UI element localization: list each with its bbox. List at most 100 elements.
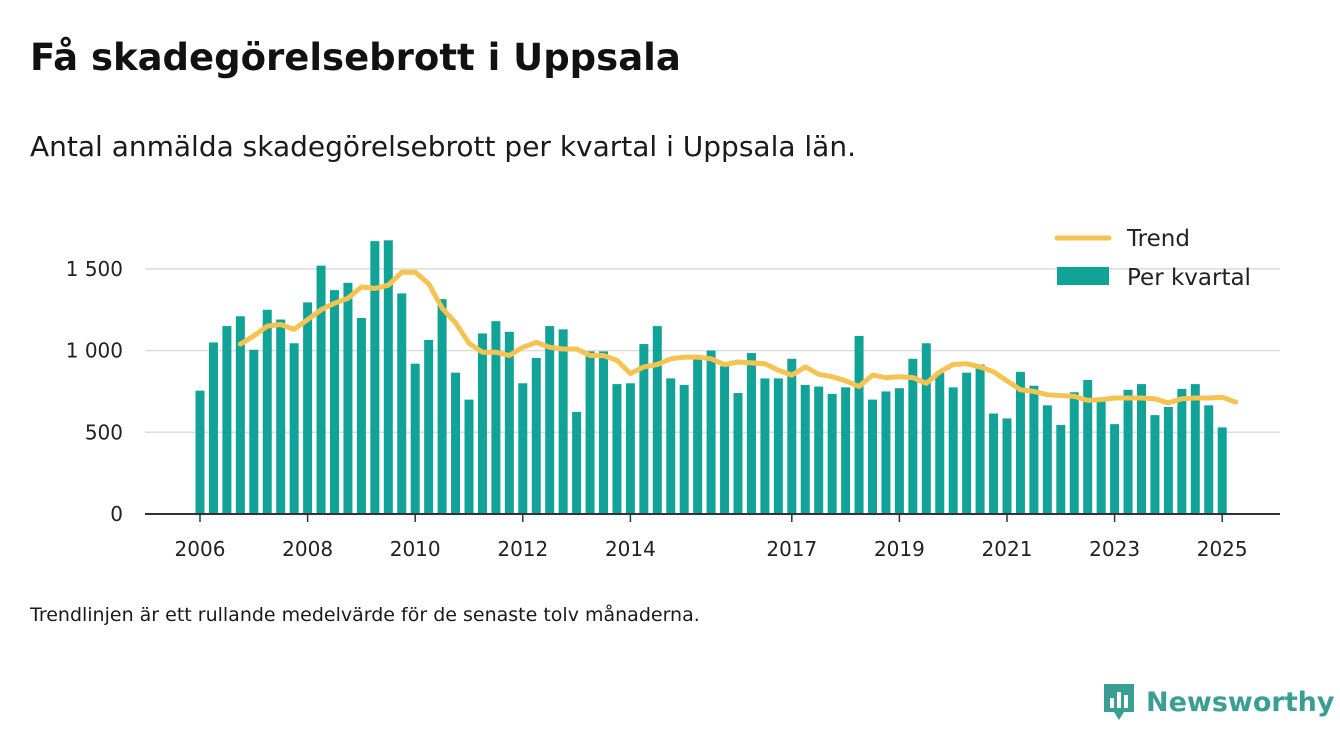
bar — [451, 372, 461, 514]
bar — [208, 342, 218, 514]
bar — [558, 329, 568, 514]
bar — [760, 378, 770, 514]
x-tick-label: 2021 — [982, 537, 1033, 561]
brand: Newsworthy — [1102, 682, 1334, 722]
bar — [545, 326, 555, 514]
bar — [854, 335, 864, 514]
bar — [612, 384, 622, 514]
bar — [1056, 424, 1066, 514]
bar — [1163, 406, 1173, 514]
bar — [1123, 389, 1133, 514]
bar — [827, 393, 837, 514]
bar — [733, 393, 743, 514]
chart-subtitle: Antal anmälda skadegörelsebrott per kvar… — [30, 130, 856, 163]
bar — [330, 290, 339, 514]
bar — [383, 240, 393, 514]
bar — [249, 349, 259, 514]
bar — [1096, 400, 1106, 514]
bar — [531, 357, 541, 514]
bar — [1137, 384, 1146, 514]
bar — [356, 317, 366, 514]
bar — [477, 333, 487, 514]
bar — [894, 388, 904, 514]
newsworthy-logo-icon — [1104, 684, 1134, 720]
y-tick-label: 1 500 — [66, 257, 123, 281]
bar — [424, 339, 434, 514]
bar — [585, 351, 595, 514]
x-tick-label: 2017 — [766, 537, 817, 561]
x-tick-label: 2006 — [175, 537, 226, 561]
bar — [437, 299, 447, 514]
bar — [1083, 380, 1093, 514]
bar — [1042, 405, 1052, 514]
bar — [800, 384, 810, 514]
bar — [652, 326, 662, 514]
x-tick-label: 2023 — [1089, 537, 1140, 561]
bar — [343, 282, 353, 514]
bar — [222, 326, 232, 514]
bar — [1150, 415, 1160, 514]
chart-svg: 0 500 1 000 1 500 2006 2008 2010 2012 2014 2017 20… — [66, 226, 1280, 561]
bar — [625, 383, 635, 514]
bar — [868, 399, 877, 514]
bar — [1029, 385, 1039, 514]
bar — [1177, 388, 1187, 514]
x-tick-label: 2008 — [282, 537, 333, 561]
bar — [518, 383, 528, 514]
bar — [1204, 405, 1214, 514]
bar — [921, 343, 931, 514]
bar — [962, 372, 972, 514]
y-tick-label: 500 — [85, 420, 123, 444]
bar — [276, 319, 286, 514]
y-tick-label: 1 000 — [66, 339, 123, 363]
bar — [706, 350, 716, 514]
bar — [1069, 392, 1079, 514]
bar — [989, 413, 999, 514]
bar — [262, 309, 272, 514]
bar — [1002, 418, 1012, 514]
bar — [504, 331, 514, 514]
legend-trend-label: Trend — [1126, 226, 1190, 252]
x-tick-label: 2012 — [497, 537, 548, 561]
bar — [1190, 384, 1200, 514]
bar — [935, 372, 945, 514]
bar — [235, 316, 245, 514]
bar — [679, 384, 689, 514]
bar — [693, 356, 703, 514]
bar — [195, 390, 205, 514]
x-tick-label: 2019 — [874, 537, 925, 561]
bar — [303, 302, 313, 514]
bar — [787, 358, 797, 514]
bar — [1015, 371, 1025, 514]
bar — [289, 343, 299, 514]
y-tick-label: 0 — [110, 502, 123, 526]
x-tick-label: 2010 — [390, 537, 441, 561]
legend-bar-label: Per kvartal — [1127, 265, 1251, 291]
bar — [599, 351, 608, 514]
bar — [975, 364, 985, 514]
bar — [316, 265, 326, 514]
bar — [464, 399, 474, 514]
bar — [814, 386, 824, 514]
bar — [491, 321, 501, 514]
bar — [908, 358, 918, 514]
bar — [720, 366, 730, 514]
x-tick-label: 2014 — [605, 537, 656, 561]
bar — [841, 387, 851, 514]
footnote: Trendlinjen är ett rullande medelvärde f… — [30, 604, 700, 626]
bar — [1217, 427, 1227, 514]
bar — [1110, 424, 1120, 514]
bar — [410, 363, 420, 514]
brand-name: Newsworthy — [1146, 686, 1335, 718]
bar — [746, 353, 756, 514]
legend-bar-swatch — [1057, 267, 1109, 285]
bar — [666, 378, 676, 514]
x-tick-label: 2025 — [1197, 537, 1248, 561]
bar — [572, 411, 582, 514]
trend-line — [237, 269, 1239, 406]
bar — [948, 387, 958, 514]
bar — [773, 378, 783, 514]
chart-title: Få skadegörelsebrott i Uppsala — [30, 36, 681, 79]
bar — [639, 344, 649, 514]
bar — [370, 241, 380, 514]
